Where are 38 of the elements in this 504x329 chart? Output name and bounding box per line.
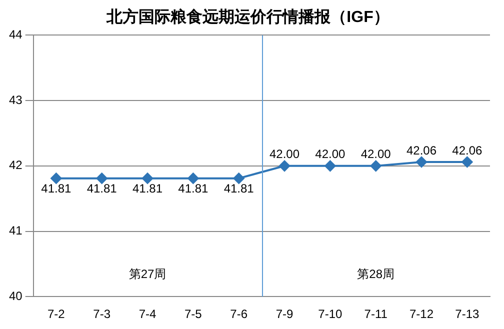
point: [324, 160, 336, 172]
annotation: 第27周: [128, 266, 166, 281]
data-label: 41.81: [86, 182, 118, 196]
x-tick-label: 7-2: [48, 307, 66, 322]
x-tick-label: 7-3: [93, 307, 111, 322]
data-label: 41.81: [178, 182, 209, 196]
x-tick-label: 7-6: [230, 307, 248, 322]
x-tick-label: 7-13: [455, 307, 480, 322]
data-label: 42.06: [406, 143, 437, 158]
point: [142, 172, 154, 184]
y-tick-label: 40: [8, 288, 23, 303]
x-tick-label: 7-5: [184, 307, 202, 322]
y-tick-label: 44: [8, 28, 23, 42]
y-tick-label: 41: [8, 224, 23, 238]
point: [188, 172, 199, 184]
data-label: 41.81: [132, 182, 163, 196]
point: [416, 156, 427, 168]
y-tick-label: 43: [8, 92, 23, 107]
point: [370, 160, 382, 172]
x-tick-label: 7-12: [409, 307, 434, 322]
point: [462, 156, 473, 168]
data-label: 42.06: [452, 143, 483, 158]
x-tick-label: 7-11: [364, 307, 388, 322]
x-tick-label: 7-10: [318, 307, 342, 322]
data-label: 41.81: [224, 182, 254, 196]
point: [96, 172, 108, 184]
data-label: 41.81: [41, 182, 72, 196]
annotation: 第28周: [357, 266, 395, 281]
data-label: 42.00: [269, 147, 300, 162]
point: [279, 160, 290, 172]
y-tick-label: 42: [8, 158, 23, 172]
x-tick-label: 7-9: [276, 307, 294, 322]
chart-title: 北方国际粮食远期运价行情播报（IGF）: [106, 7, 390, 26]
point: [50, 172, 62, 184]
point: [233, 172, 244, 184]
data-label: 42.00: [360, 147, 392, 162]
x-tick-label: 7-4: [138, 307, 157, 322]
data-label: 42.00: [315, 147, 346, 162]
